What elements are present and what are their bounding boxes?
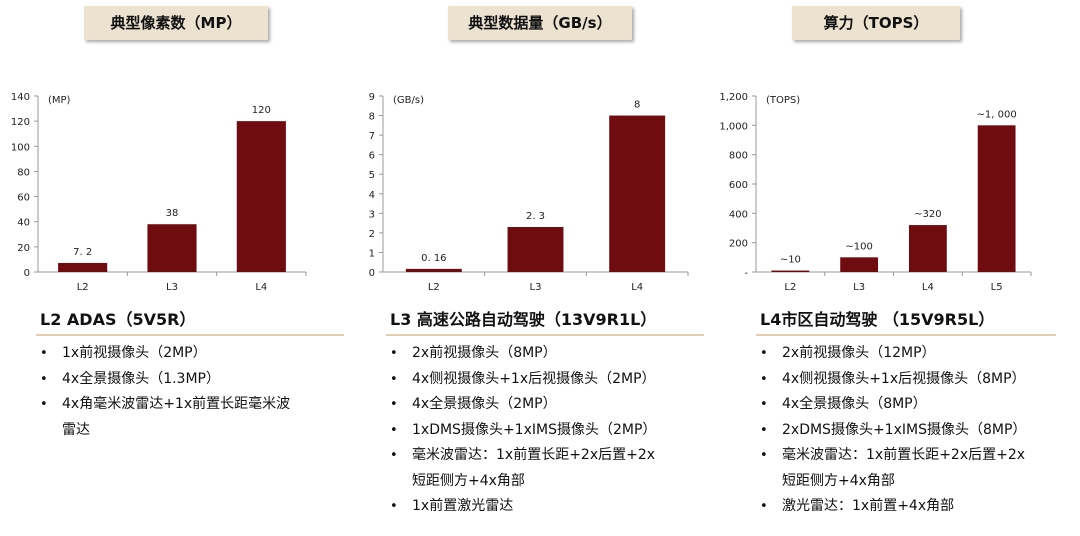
panel-header: 典型像素数（MP） <box>84 6 268 40</box>
y-tick-label: 800 <box>729 151 748 162</box>
y-tick-label: 140 <box>11 92 30 103</box>
y-tick-label: 2 <box>369 229 375 240</box>
list-item: 激光雷达：1x前置+4x角部 <box>760 494 1026 520</box>
panel-header: 典型数据量（GB/s） <box>448 6 632 40</box>
y-tick-label: 8 <box>369 112 375 123</box>
compute-bar-chart: - 200 400 600 800 1,000 1,200 (TOPS) ~10 L2 ~100 L3… <box>719 92 1032 293</box>
y-tick-label: 600 <box>729 180 748 191</box>
panel-data-volume: 典型数据量（GB/s） 0 1 2 3 4 5 6 7 8 9 (GB/s) 0. 16 L2 2. 3 L… <box>350 0 720 536</box>
panel-header: 算力（TOPS） <box>792 6 960 40</box>
x-tick-label: L4 <box>631 282 643 293</box>
y-tick-label: 40 <box>17 218 30 229</box>
panel-subtitle: L2 ADAS（5V5R） <box>40 310 196 329</box>
y-tick-label: 1 <box>369 248 375 259</box>
list-item: 4x全景摄像头（8MP） <box>760 392 1026 418</box>
x-tick-label: L2 <box>77 282 89 293</box>
list-item-continuation: 短距侧方+4x角部 <box>412 472 525 489</box>
sensor-list: 1x前视摄像头（2MP） 4x全景摄像头（1.3MP） 4x角毫米波雷达+1x前… <box>40 341 290 443</box>
bar-l4 <box>908 225 947 272</box>
list-item: 毫米波雷达：1x前置长距+2x后置+2x <box>760 443 1026 469</box>
y-tick-label: 80 <box>17 167 30 178</box>
list-item-continuation: 短距侧方+4x角部 <box>782 472 895 489</box>
sensor-list: 2x前视摄像头（12MP） 4x侧视摄像头+1x后视摄像头（8MP） 4x全景摄… <box>760 341 1026 520</box>
subtitle-rule <box>386 334 704 336</box>
list-item-continuation: 雷达 <box>62 421 90 438</box>
x-tick-label: L3 <box>530 282 542 293</box>
y-tick-label: 200 <box>729 239 748 250</box>
y-tick-label: 3 <box>369 209 375 220</box>
data-label: ~10 <box>780 255 801 266</box>
bar-l3 <box>507 227 564 272</box>
sensor-list: 2x前视摄像头（8MP） 4x侧视摄像头+1x后视摄像头（2MP） 4x全景摄像… <box>390 341 656 520</box>
panel-compute: 算力（TOPS） - 200 400 600 800 1,000 1,200 (TOPS) ~1… <box>719 0 1080 536</box>
data-label: 7. 2 <box>73 247 92 258</box>
bar-l5 <box>977 125 1016 272</box>
y-tick-label: 6 <box>369 151 375 162</box>
data-volume-bar-chart: 0 1 2 3 4 5 6 7 8 9 (GB/s) 0. 16 L2 2. 3 L3 8 L4 <box>369 92 689 293</box>
list-item: 2xDMS摄像头+1xIMS摄像头（8MP） <box>760 418 1026 444</box>
y-tick-label: 1,200 <box>719 92 748 103</box>
y-tick-label: 60 <box>17 193 30 204</box>
bar-l2 <box>405 268 462 272</box>
x-tick-label: L2 <box>784 282 796 293</box>
y-tick-label: 5 <box>369 170 375 181</box>
y-unit-label: (TOPS) <box>766 95 800 106</box>
y-tick-label: - <box>744 268 748 279</box>
list-item: 4x侧视摄像头+1x后视摄像头（8MP） <box>760 367 1026 393</box>
y-tick-label: 120 <box>11 117 30 128</box>
panel-subtitle: L4市区自动驾驶 （15V9R5L） <box>760 310 995 329</box>
panel-subtitle: L3 高速公路自动驾驶（13V9R1L） <box>390 310 657 329</box>
data-label: 38 <box>166 208 179 219</box>
data-label: 8 <box>634 100 640 111</box>
data-label: 0. 16 <box>421 253 446 264</box>
y-tick-label: 7 <box>369 131 375 142</box>
bar-l2 <box>58 262 108 272</box>
y-tick-label: 400 <box>729 209 748 220</box>
bar-l2 <box>771 270 810 272</box>
bar-l4 <box>236 121 286 272</box>
x-tick-label: L3 <box>853 282 865 293</box>
data-label: 120 <box>252 105 271 116</box>
bar-l4 <box>609 115 666 272</box>
subtitle-rule <box>756 334 1056 336</box>
x-tick-label: L4 <box>922 282 934 293</box>
list-item: 1xDMS摄像头+1xIMS摄像头（2MP） <box>390 418 656 444</box>
pixels-bar-chart: 0 20 40 60 80 100 120 140 (MP) 7. 2 L2 38 L3 120 L4 <box>11 92 307 293</box>
list-item: 4x全景摄像头（2MP） <box>390 392 656 418</box>
x-tick-label: L4 <box>255 282 267 293</box>
list-item: 4x全景摄像头（1.3MP） <box>40 367 290 393</box>
panel-pixels: 典型像素数（MP） 0 20 40 60 80 100 120 140 (MP) 7. 2 L2 38… <box>0 0 345 536</box>
list-item: 4x侧视摄像头+1x后视摄像头（2MP） <box>390 367 656 393</box>
y-tick-label: 0 <box>24 268 30 279</box>
y-tick-label: 9 <box>369 92 375 103</box>
x-tick-label: L2 <box>428 282 440 293</box>
y-unit-label: (MP) <box>48 95 71 106</box>
list-item: 1x前置激光雷达 <box>390 494 656 520</box>
x-tick-label: L5 <box>991 282 1003 293</box>
data-label: ~320 <box>914 209 941 220</box>
y-tick-label: 4 <box>369 190 375 201</box>
data-label: 2. 3 <box>526 211 545 222</box>
subtitle-rule <box>36 334 344 336</box>
list-item: 1x前视摄像头（2MP） <box>40 341 290 367</box>
data-label: ~100 <box>845 241 872 252</box>
list-item: 4x角毫米波雷达+1x前置长距毫米波 <box>40 392 290 418</box>
data-label: ~1, 000 <box>977 109 1017 120</box>
y-unit-label: (GB/s) <box>393 95 424 106</box>
y-tick-label: 20 <box>17 243 30 254</box>
list-item: 毫米波雷达：1x前置长距+2x后置+2x <box>390 443 656 469</box>
y-tick-label: 100 <box>11 142 30 153</box>
bar-l3 <box>840 257 879 272</box>
y-tick-label: 0 <box>369 268 375 279</box>
bar-l3 <box>147 224 197 272</box>
y-tick-label: 1,000 <box>719 121 748 132</box>
x-tick-label: L3 <box>166 282 178 293</box>
list-item: 2x前视摄像头（12MP） <box>760 341 1026 367</box>
list-item: 2x前视摄像头（8MP） <box>390 341 656 367</box>
